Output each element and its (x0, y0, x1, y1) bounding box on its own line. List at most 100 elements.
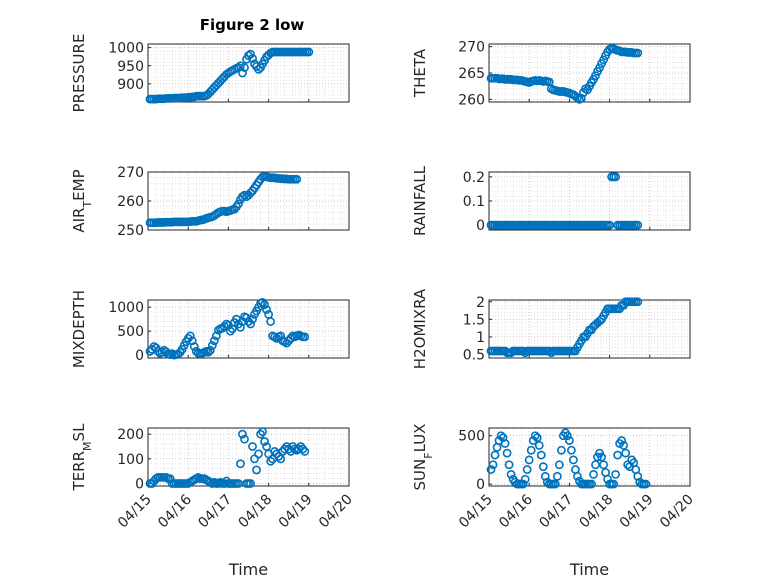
x-tick-label: 04/16 (496, 491, 536, 531)
data-point (591, 460, 600, 470)
data-point (221, 319, 231, 329)
data-point (633, 48, 643, 58)
y-tick-label: 1000 (108, 300, 144, 316)
data-point (538, 462, 548, 472)
data-point (304, 47, 314, 57)
data-point (496, 431, 506, 441)
data-point (544, 346, 554, 356)
data-point (262, 305, 271, 314)
y-tick-label: 0.1 (463, 194, 485, 210)
data-point (591, 71, 600, 81)
data-point (595, 63, 604, 73)
figure-title: Figure 2 low (200, 16, 305, 34)
data-point (252, 465, 261, 475)
data-point (292, 174, 302, 184)
data-point (518, 479, 528, 489)
subplot-2: 260 265 270 THETA (411, 40, 691, 108)
data-point (246, 479, 255, 488)
data-point (248, 54, 257, 63)
data-point (236, 322, 245, 332)
y-tick-label: 0.2 (463, 170, 485, 186)
data-point (534, 440, 544, 450)
subplot-1: 900 950 1000 PRESSURE (70, 34, 350, 113)
data-point (234, 63, 243, 72)
y-tick-label: 270 (117, 165, 144, 181)
y-tick-label: 900 (117, 77, 144, 93)
y-tick-label: 500 (117, 324, 144, 340)
data-point (611, 469, 621, 479)
y-axis-label: MIXDEPTH (70, 290, 88, 368)
data-point (234, 479, 243, 488)
data-point (238, 192, 247, 202)
data-point (260, 437, 269, 446)
data-point (518, 346, 528, 356)
data-point (211, 331, 221, 341)
y-axis-label: SUNFLUX (411, 424, 435, 491)
series-markers (486, 428, 651, 489)
series-markers (486, 172, 643, 230)
data-point (506, 469, 516, 479)
y-tick-label: 1.5 (463, 312, 485, 328)
subplot-5: 0 500 1000 MIXDEPTH (70, 290, 350, 368)
data-point (530, 431, 540, 441)
data-point (597, 452, 606, 462)
y-tick-label: 0 (476, 218, 485, 234)
data-point (520, 474, 530, 484)
data-point (238, 68, 247, 78)
y-tick-label: 2 (476, 295, 485, 311)
data-point (573, 93, 582, 103)
series-markers (486, 297, 643, 358)
y-tick-label: 950 (117, 59, 144, 75)
y-axis-label: RAINFALL (411, 165, 429, 236)
y-axis-label: H2OMIXRA (411, 288, 429, 369)
data-point (270, 332, 280, 342)
data-point (219, 479, 229, 488)
y-tick-label: 500 (458, 429, 485, 445)
subplot-8: 0 500 SUNFLUX 04/15 04/16 04/17 04/18 04/19 04/2… (411, 424, 697, 579)
x-tick-label: 04/19 (617, 492, 657, 532)
y-tick-label: 260 (117, 194, 144, 210)
axes-frame (147, 427, 350, 487)
data-point (633, 297, 643, 307)
series-markers (145, 171, 302, 228)
data-point (599, 460, 608, 470)
y-tick-label: 1 (476, 330, 485, 346)
data-point (522, 465, 532, 474)
x-tick-label: 04/20 (316, 492, 356, 532)
x-tick-label: 04/18 (577, 492, 617, 532)
data-point (248, 442, 257, 451)
y-axis-label: PRESSURE (70, 34, 88, 113)
data-point (536, 450, 546, 460)
x-tick-label: 04/19 (276, 492, 316, 532)
data-point (226, 326, 235, 336)
data-point (167, 349, 177, 359)
data-point (633, 220, 643, 230)
y-tick-label: 260 (458, 92, 485, 108)
data-point (187, 336, 197, 346)
y-tick-label: 1000 (108, 41, 144, 57)
series-markers (486, 43, 643, 104)
data-point (524, 455, 534, 465)
data-point (500, 439, 510, 448)
data-point (565, 436, 574, 445)
data-point (203, 347, 213, 357)
y-tick-label: 0 (135, 348, 144, 364)
y-tick-label: 250 (117, 223, 144, 239)
data-point (240, 434, 249, 444)
data-point (488, 460, 498, 470)
data-point (486, 465, 496, 474)
y-tick-label: 0.5 (463, 347, 485, 363)
data-point (532, 433, 542, 443)
data-point (246, 319, 255, 329)
data-point (609, 479, 619, 489)
data-point (504, 460, 514, 470)
series-markers (145, 47, 314, 104)
data-point (599, 55, 608, 65)
data-point (502, 448, 512, 458)
data-point (209, 336, 219, 346)
data-point (613, 450, 623, 460)
data-point (254, 64, 263, 74)
axes-frame (488, 427, 691, 487)
x-tick-label: 04/20 (657, 492, 697, 532)
